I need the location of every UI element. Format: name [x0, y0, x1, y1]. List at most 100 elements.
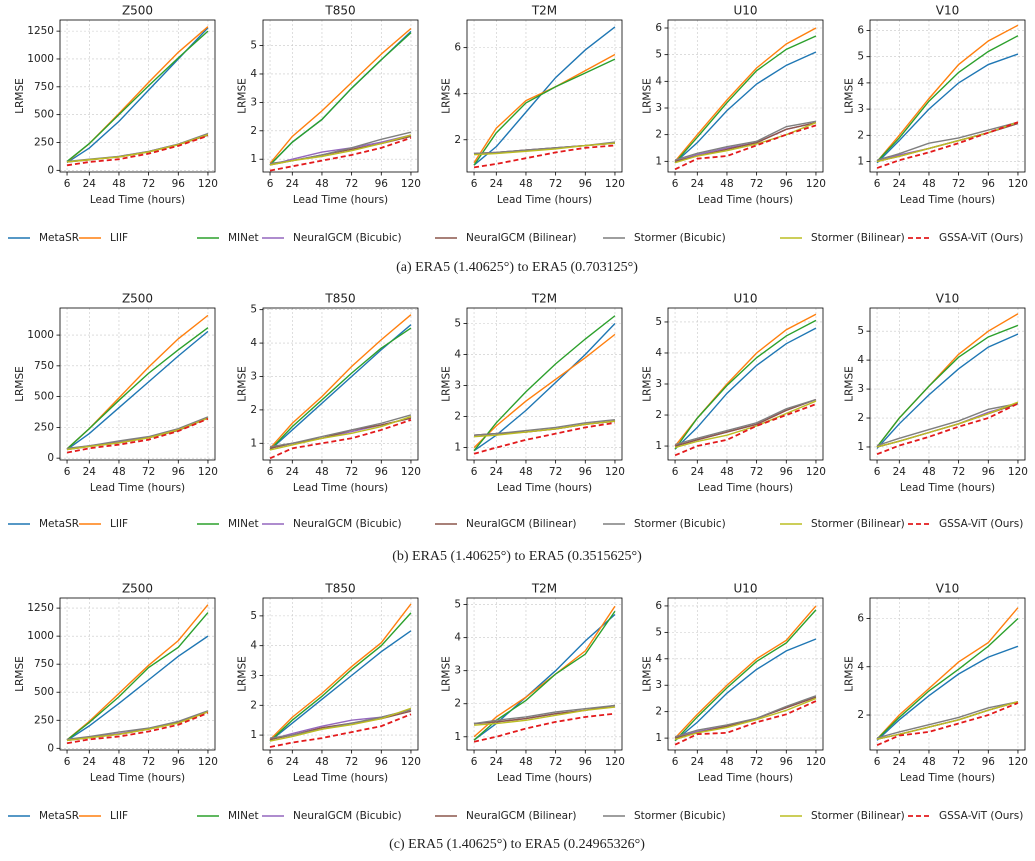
x-tick-label: 24	[893, 466, 907, 478]
x-tick-label: 6	[471, 756, 478, 768]
series-line	[473, 144, 616, 169]
x-tick-label: 72	[952, 466, 965, 478]
x-tick-label: 24	[83, 178, 97, 190]
series-line	[66, 612, 209, 741]
legend-label: GSSA-ViT (Ours)	[939, 810, 1023, 822]
x-tick-label: 6	[64, 178, 71, 190]
legend-label: Stormer (Bicubic)	[634, 518, 726, 530]
x-tick-label: 48	[922, 466, 935, 478]
series-line	[66, 134, 209, 163]
y-tick-label: 5	[250, 610, 257, 622]
x-tick-label: 96	[982, 466, 996, 478]
plot-frame	[667, 597, 824, 751]
x-tick-label: 120	[198, 756, 218, 768]
series-line	[66, 416, 209, 450]
y-tick-label: 3	[655, 102, 662, 114]
y-tick-label: 3	[454, 665, 461, 677]
y-tick-label: 1	[655, 732, 662, 744]
series-line	[473, 704, 616, 725]
y-tick-label: 3	[857, 383, 864, 395]
x-tick-label: 48	[922, 178, 935, 190]
plot-frame	[667, 307, 824, 461]
panel-title: T2M	[531, 4, 557, 18]
y-axis-label: LRMSE	[642, 656, 654, 692]
x-tick-label: 48	[519, 466, 532, 478]
series-line	[269, 32, 412, 166]
y-tick-label: 6	[454, 42, 461, 54]
x-tick-label: 48	[315, 756, 328, 768]
x-axis-label: Lead Time (hours)	[293, 772, 388, 784]
series-line	[473, 58, 616, 166]
x-tick-label: 96	[172, 466, 186, 478]
y-tick-label: 250	[34, 421, 54, 433]
x-tick-label: 72	[549, 466, 562, 478]
series-line	[66, 417, 209, 451]
series-line	[66, 330, 209, 451]
legend-label: MINet	[228, 518, 259, 530]
panel-title: U10	[733, 4, 757, 18]
y-tick-label: 6	[857, 613, 864, 625]
plot-frame	[869, 307, 1026, 461]
series-line	[66, 710, 209, 741]
x-tick-label: 72	[549, 178, 562, 190]
y-axis-label: LRMSE	[441, 366, 453, 402]
y-tick-label: 3	[250, 96, 257, 108]
x-tick-label: 72	[142, 466, 155, 478]
series-line	[674, 403, 817, 457]
x-tick-label: 6	[267, 756, 274, 768]
series-line	[674, 319, 817, 450]
y-tick-label: 5	[655, 316, 662, 328]
y-tick-label: 5	[250, 304, 257, 316]
panel-title: V10	[936, 292, 959, 306]
panel-title: T2M	[531, 582, 557, 596]
y-tick-label: 4	[857, 661, 864, 673]
x-axis-label: Lead Time (hours)	[698, 194, 793, 206]
y-axis-label: LRMSE	[237, 656, 249, 692]
legend-label: Stormer (Bilinear)	[811, 232, 905, 244]
y-tick-label: 1	[655, 155, 662, 167]
x-tick-label: 72	[750, 466, 763, 478]
legend-label: NeuralGCM (Bilinear)	[466, 232, 577, 244]
panel-title: U10	[733, 292, 757, 306]
y-tick-label: 1000	[27, 630, 54, 642]
legend-label: MetaSR	[39, 232, 79, 244]
y-axis-label: LRMSE	[844, 656, 856, 692]
x-tick-label: 96	[579, 466, 593, 478]
plot-frame	[59, 19, 216, 173]
y-tick-label: 5	[454, 599, 461, 611]
series-line	[269, 414, 412, 448]
x-tick-label: 24	[691, 466, 705, 478]
legend-label: Stormer (Bicubic)	[634, 810, 726, 822]
x-axis-label: Lead Time (hours)	[900, 194, 995, 206]
x-tick-label: 6	[64, 756, 71, 768]
x-tick-label: 120	[1008, 466, 1028, 478]
y-tick-label: 1000	[27, 53, 54, 65]
series-line	[66, 711, 209, 742]
x-tick-label: 72	[549, 756, 562, 768]
y-tick-label: 6	[655, 600, 662, 612]
series-line	[473, 418, 616, 436]
x-axis-label: Lead Time (hours)	[293, 482, 388, 494]
x-tick-label: 6	[672, 178, 679, 190]
y-tick-label: 2	[857, 129, 864, 141]
series-line	[66, 30, 209, 162]
x-tick-label: 120	[605, 466, 625, 478]
series-line	[473, 323, 616, 452]
x-tick-label: 120	[806, 756, 826, 768]
x-axis-label: Lead Time (hours)	[90, 772, 185, 784]
y-tick-label: 1250	[27, 602, 54, 614]
y-tick-label: 250	[34, 136, 54, 148]
panel-title: Z500	[122, 292, 153, 306]
x-tick-label: 48	[112, 178, 125, 190]
y-axis-label: LRMSE	[14, 78, 26, 114]
x-tick-label: 96	[780, 178, 794, 190]
series-line	[674, 695, 817, 738]
series-line	[876, 701, 1019, 739]
y-tick-label: 1	[454, 442, 461, 454]
plot-frame	[59, 597, 216, 751]
y-tick-label: 4	[655, 75, 662, 87]
series-line	[66, 417, 209, 454]
panel-title: V10	[936, 4, 959, 18]
y-tick-label: 1	[250, 437, 257, 449]
x-tick-label: 96	[982, 756, 996, 768]
